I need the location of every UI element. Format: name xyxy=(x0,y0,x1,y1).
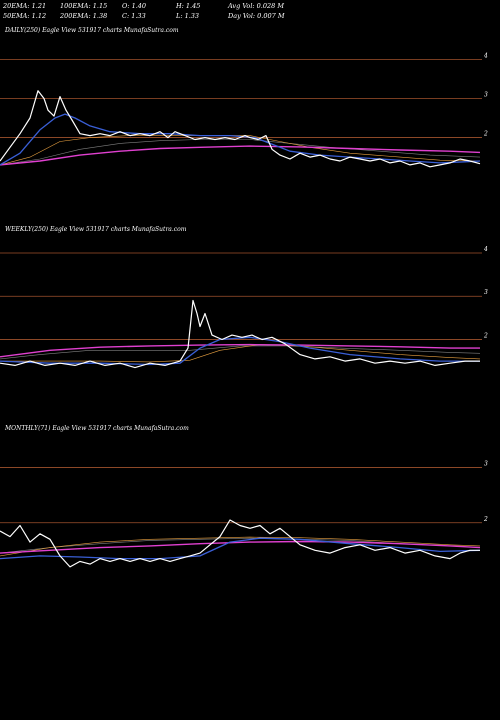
price-series-line xyxy=(0,519,480,568)
daily-panel-title: DAILY(250) Eagle View 531917 charts Muna… xyxy=(5,27,179,34)
ema100-series-line xyxy=(0,139,481,166)
ema200-series-line xyxy=(0,343,480,358)
ema200-series-line xyxy=(0,145,481,166)
ema20-series-line xyxy=(0,113,481,166)
price-series-line xyxy=(0,299,480,369)
y-tick-label: 3 xyxy=(484,289,488,296)
open-readout: O: 1.40 xyxy=(122,2,147,10)
close-readout: C: 1.33 xyxy=(122,12,146,20)
y-tick-label: 2 xyxy=(483,131,488,138)
low-readout: L: 1.33 xyxy=(176,12,200,20)
y-tick-label: 3 xyxy=(484,461,488,468)
y-tick-label: 3 xyxy=(484,92,488,99)
high-readout: H: 1.45 xyxy=(176,2,201,10)
monthly-chart: 32 xyxy=(0,461,488,568)
ema20-series-line xyxy=(0,537,481,560)
avg-vol-readout: Avg Vol: 0.028 M xyxy=(228,2,285,10)
ema200-series-line xyxy=(0,540,481,554)
monthly-panel-title: MONTHLY(71) Eagle View 531917 charts Mun… xyxy=(5,425,189,432)
y-tick-label: 2 xyxy=(483,332,488,339)
ema20-series-line xyxy=(0,336,480,366)
ema100-series-line xyxy=(0,345,481,360)
y-tick-label: 4 xyxy=(483,53,488,60)
weekly-panel-title: WEEKLY(250) Eagle View 531917 charts Mun… xyxy=(5,226,187,233)
chart-header: 20EMA: 1.21 100EMA: 1.15 O: 1.40 H: 1.45… xyxy=(0,0,500,22)
ema20-readout: 20EMA: 1.21 xyxy=(3,2,47,10)
y-tick-label: 2 xyxy=(483,516,488,523)
weekly-chart: 4 3 2 xyxy=(0,246,488,369)
ema50-readout: 50EMA: 1.12 xyxy=(3,12,47,20)
ema100-readout: 100EMA: 1.15 xyxy=(60,2,108,10)
price-series-line xyxy=(0,90,481,168)
ema50-series-line xyxy=(0,536,481,557)
day-vol-readout: Day Vol: 0.007 M xyxy=(228,12,285,20)
ema200-readout: 200EMA: 1.38 xyxy=(60,12,108,20)
daily-chart: 4 3 2 xyxy=(0,53,488,168)
y-tick-label: 4 xyxy=(483,246,488,253)
